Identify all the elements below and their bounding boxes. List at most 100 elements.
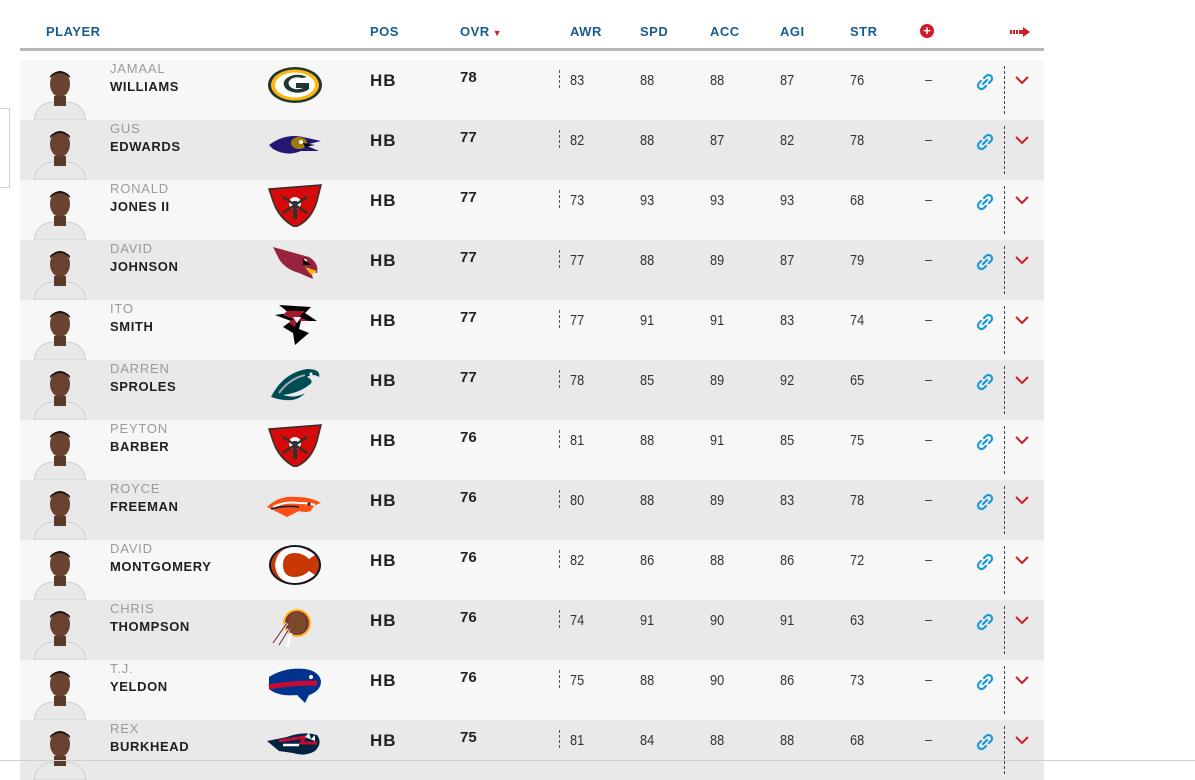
player-agi: 92 xyxy=(780,372,795,389)
player-last-name[interactable]: SPROLES xyxy=(110,379,177,394)
link-icon[interactable] xyxy=(975,312,995,332)
player-headshot[interactable] xyxy=(32,604,88,660)
player-extra-value: – xyxy=(925,312,933,327)
column-header-player[interactable]: PLAYER xyxy=(46,24,101,39)
player-extra-value: – xyxy=(925,492,933,507)
player-first-name[interactable]: ITO xyxy=(110,301,134,316)
player-headshot[interactable] xyxy=(32,364,88,420)
chevron-down-icon[interactable] xyxy=(1014,134,1030,146)
player-headshot[interactable] xyxy=(32,64,88,120)
player-first-name[interactable]: CHRIS xyxy=(110,601,155,616)
player-last-name[interactable]: WILLIAMS xyxy=(110,79,180,94)
player-first-name[interactable]: JAMAAL xyxy=(110,61,166,76)
chevron-down-icon[interactable] xyxy=(1014,674,1030,686)
table-row[interactable]: RONALD JONES II HB 77 73 93 93 93 68 – xyxy=(20,180,1044,240)
player-first-name[interactable]: RONALD xyxy=(110,181,169,196)
column-header-acc[interactable]: ACC xyxy=(710,24,740,39)
player-first-name[interactable]: T.J. xyxy=(110,661,134,676)
player-first-name[interactable]: REX xyxy=(110,721,140,736)
player-ratings-table: PLAYER POS OVR ▼ AWR SPD ACC AGI STR + JA… xyxy=(20,0,1044,780)
chevron-down-icon[interactable] xyxy=(1014,614,1030,626)
player-last-name[interactable]: JONES II xyxy=(110,199,170,214)
player-headshot[interactable] xyxy=(32,544,88,600)
team-logo-broncos xyxy=(265,483,325,527)
player-headshot[interactable] xyxy=(32,304,88,360)
player-spd: 88 xyxy=(640,132,655,149)
link-icon[interactable] xyxy=(975,192,995,212)
player-ovr: 78 xyxy=(460,69,477,86)
player-first-name[interactable]: GUS xyxy=(110,121,141,136)
player-last-name[interactable]: MONTGOMERY xyxy=(110,559,212,574)
table-row[interactable]: ROYCE FREEMAN HB 76 80 88 89 83 78 – xyxy=(20,480,1044,540)
table-row[interactable]: GUS EDWARDS HB 77 82 88 87 82 78 – xyxy=(20,120,1044,180)
player-acc: 87 xyxy=(710,132,725,149)
player-last-name[interactable]: EDWARDS xyxy=(110,139,181,154)
link-icon[interactable] xyxy=(975,72,995,92)
player-last-name[interactable]: THOMPSON xyxy=(110,619,190,634)
player-headshot[interactable] xyxy=(32,664,88,720)
table-row[interactable]: PEYTON BARBER HB 76 81 88 91 85 75 – xyxy=(20,420,1044,480)
player-last-name[interactable]: BARBER xyxy=(110,439,170,454)
link-icon[interactable] xyxy=(975,732,995,752)
player-first-name[interactable]: DARREN xyxy=(110,361,170,376)
table-row[interactable]: ITO SMITH HB 77 77 91 91 83 74 – xyxy=(20,300,1044,360)
column-header-ovr[interactable]: OVR ▼ xyxy=(460,24,502,39)
player-acc: 91 xyxy=(710,312,725,329)
player-first-name[interactable]: ROYCE xyxy=(110,481,161,496)
chevron-down-icon[interactable] xyxy=(1014,374,1030,386)
link-icon[interactable] xyxy=(975,432,995,452)
column-header-spd[interactable]: SPD xyxy=(640,24,669,39)
arrow-right-icon[interactable] xyxy=(1010,27,1030,37)
link-icon[interactable] xyxy=(975,552,995,572)
row-action-divider xyxy=(1004,186,1005,234)
team-logo-cardinals xyxy=(265,243,325,287)
chevron-down-icon[interactable] xyxy=(1014,734,1030,746)
chevron-down-icon[interactable] xyxy=(1014,74,1030,86)
table-row[interactable]: DARREN SPROLES HB 77 78 85 89 92 65 – xyxy=(20,360,1044,420)
team-logo-bills xyxy=(265,663,325,707)
player-headshot[interactable] xyxy=(32,424,88,480)
table-row[interactable]: DAVID MONTGOMERY HB 76 82 86 88 86 72 – xyxy=(20,540,1044,600)
link-icon[interactable] xyxy=(975,612,995,632)
column-header-agi[interactable]: AGI xyxy=(780,24,805,39)
table-row[interactable]: T.J. YELDON HB 76 75 88 90 86 73 – xyxy=(20,660,1044,720)
chevron-down-icon[interactable] xyxy=(1014,494,1030,506)
link-icon[interactable] xyxy=(975,492,995,512)
chevron-down-icon[interactable] xyxy=(1014,254,1030,266)
player-headshot[interactable] xyxy=(32,184,88,240)
link-icon[interactable] xyxy=(975,372,995,392)
player-first-name[interactable]: DAVID xyxy=(110,241,153,256)
player-last-name[interactable]: JOHNSON xyxy=(110,259,179,274)
player-awr: 83 xyxy=(570,72,585,89)
player-last-name[interactable]: YELDON xyxy=(110,679,168,694)
player-awr: 80 xyxy=(570,492,585,509)
player-headshot[interactable] xyxy=(32,124,88,180)
chevron-down-icon[interactable] xyxy=(1014,554,1030,566)
player-headshot[interactable] xyxy=(32,724,88,780)
column-header-awr[interactable]: AWR xyxy=(570,24,602,39)
table-row[interactable]: DAVID JOHNSON HB 77 77 88 89 87 79 – xyxy=(20,240,1044,300)
player-first-name[interactable]: DAVID xyxy=(110,541,153,556)
chevron-down-icon[interactable] xyxy=(1014,434,1030,446)
link-icon[interactable] xyxy=(975,132,995,152)
player-first-name[interactable]: PEYTON xyxy=(110,421,169,436)
chevron-down-icon[interactable] xyxy=(1014,194,1030,206)
player-headshot[interactable] xyxy=(32,484,88,540)
player-last-name[interactable]: FREEMAN xyxy=(110,499,179,514)
table-row[interactable]: JAMAAL WILLIAMS HB 78 83 88 88 87 76 – xyxy=(20,60,1044,120)
table-row[interactable]: REX BURKHEAD HB 75 81 84 88 88 68 – xyxy=(20,720,1044,780)
team-logo-bears xyxy=(265,543,325,587)
table-row[interactable]: CHRIS THOMPSON HB 76 74 91 90 91 63 – xyxy=(20,600,1044,660)
chevron-down-icon[interactable] xyxy=(1014,314,1030,326)
column-header-str[interactable]: STR xyxy=(850,24,878,39)
player-last-name[interactable]: SMITH xyxy=(110,319,154,334)
player-headshot[interactable] xyxy=(32,244,88,300)
player-last-name[interactable]: BURKHEAD xyxy=(110,739,190,754)
player-ovr: 77 xyxy=(460,249,477,266)
link-icon[interactable] xyxy=(975,672,995,692)
player-acc: 88 xyxy=(710,732,725,749)
column-header-pos[interactable]: POS xyxy=(370,24,399,39)
player-spd: 91 xyxy=(640,312,655,329)
link-icon[interactable] xyxy=(975,252,995,272)
add-column-icon[interactable]: + xyxy=(920,24,934,38)
